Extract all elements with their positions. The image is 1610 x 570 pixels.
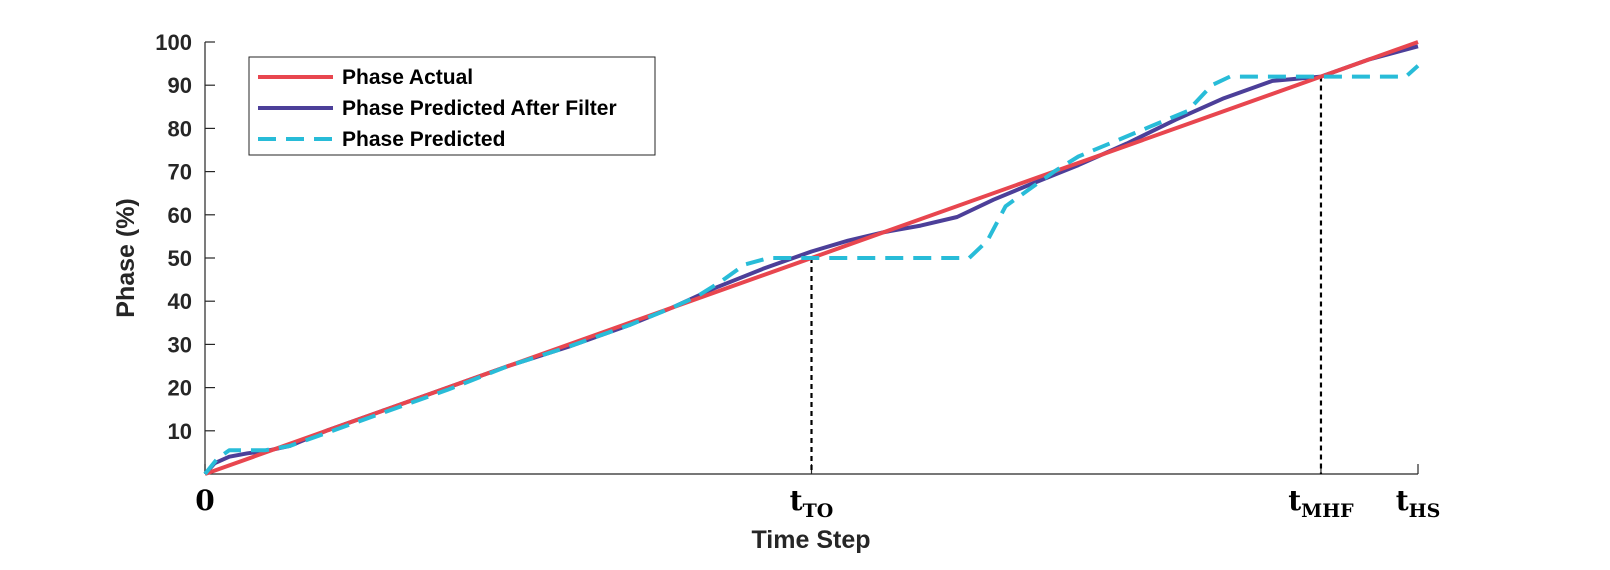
x-tick-main: t (790, 484, 803, 517)
y-tick-label: 20 (168, 376, 192, 401)
x-ticks: 0 tTO tMHF tHS (195, 464, 1440, 522)
y-tick-label: 90 (168, 73, 192, 98)
x-tick-main: 0 (195, 484, 214, 517)
legend-label: Phase Actual (342, 66, 473, 89)
marker-lines (810, 76, 1323, 474)
x-tick-label: 0 (195, 484, 214, 517)
x-tick-subscript: TO (803, 500, 834, 522)
series-lines (203, 40, 1420, 476)
y-tick-label: 10 (168, 419, 192, 444)
x-tick-subscript: HS (1409, 500, 1441, 522)
legend-label: Phase Predicted (342, 128, 505, 151)
legend: Phase Actual Phase Predicted After Filter… (248, 56, 656, 156)
x-tick-label: tTO (790, 484, 834, 522)
x-tick-main: t (1288, 484, 1301, 517)
y-ticks: 10 20 30 40 50 60 70 80 90 100 (155, 30, 215, 444)
y-tick-label: 70 (168, 160, 192, 185)
x-axis-title: Time Step (751, 526, 870, 554)
series-line-2 (203, 64, 1420, 476)
y-tick-label: 50 (168, 246, 192, 271)
y-tick-label: 40 (168, 289, 192, 314)
y-tick-label: 30 (168, 332, 192, 357)
y-tick-label: 100 (155, 30, 192, 55)
y-tick-label: 80 (168, 116, 192, 141)
x-tick-label: tHS (1396, 484, 1441, 522)
x-tick-main: t (1396, 484, 1409, 517)
y-axis-title: Phase (%) (112, 198, 140, 317)
x-tick-label: tMHF (1288, 484, 1354, 522)
y-tick-label: 60 (168, 203, 192, 228)
x-tick-subscript: MHF (1301, 500, 1354, 522)
legend-label: Phase Predicted After Filter (342, 97, 617, 120)
